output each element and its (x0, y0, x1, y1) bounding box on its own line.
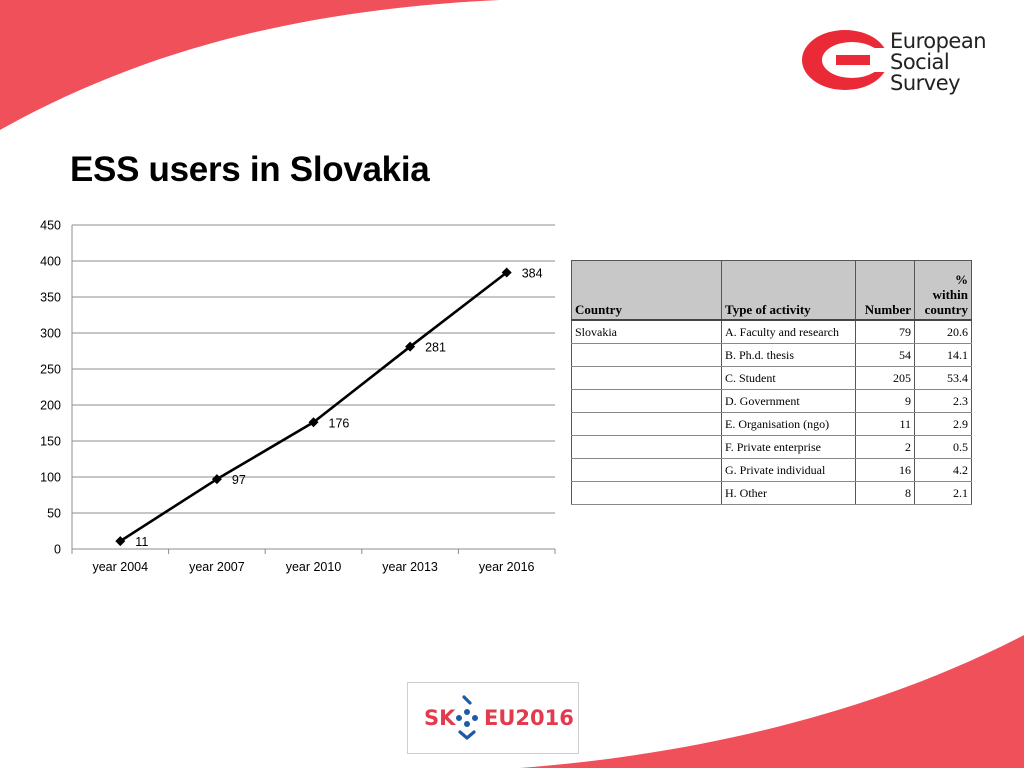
data-point-marker (211, 474, 222, 485)
table-row: Slovakia A. Faculty and research 79 20.6 (571, 319, 972, 344)
cell-number: 205 (855, 366, 915, 390)
table-row: B. Ph.d. thesis 54 14.1 (571, 343, 972, 367)
cell-country (571, 389, 722, 413)
cell-country: Slovakia (571, 319, 722, 344)
cell-number: 16 (855, 458, 915, 482)
data-label: 281 (425, 341, 446, 355)
data-point-marker (115, 536, 126, 547)
sk-eu2016-logo-icon (456, 695, 478, 740)
data-point-marker (501, 267, 512, 278)
cell-number: 54 (855, 343, 915, 367)
data-point-marker (405, 341, 416, 352)
y-tick-label: 50 (47, 507, 61, 521)
data-label: 176 (329, 416, 350, 430)
cell-type-of-activity: B. Ph.d. thesis (721, 343, 856, 367)
x-tick-label: year 2010 (286, 560, 342, 574)
y-tick-label: 0 (54, 543, 61, 557)
x-tick-label: year 2016 (479, 560, 535, 574)
y-tick-label: 150 (40, 435, 61, 449)
cell-percent: 0.5 (914, 435, 972, 459)
y-tick-label: 450 (40, 219, 61, 233)
y-tick-label: 250 (40, 363, 61, 377)
top-swoosh-decoration (0, 0, 500, 130)
table-row: C. Student 205 53.4 (571, 366, 972, 390)
data-label: 11 (135, 535, 148, 549)
ess-logo: European Social Survey (800, 26, 990, 96)
y-tick-label: 100 (40, 471, 61, 485)
european-social-survey-logo-icon (802, 30, 890, 90)
cell-country (571, 412, 722, 436)
cell-type-of-activity: G. Private individual (721, 458, 856, 482)
cell-number: 8 (855, 481, 915, 505)
y-tick-label: 350 (40, 291, 61, 305)
data-label: 97 (232, 473, 246, 487)
table-row: F. Private enterprise 2 0.5 (571, 435, 972, 459)
cell-country (571, 458, 722, 482)
cell-percent: 2.9 (914, 412, 972, 436)
cell-percent: 14.1 (914, 343, 972, 367)
line-chart: 0 50 100 150 200 250 300 350 400 450 year 2004 year… (28, 212, 568, 584)
y-tick-label: 200 (40, 399, 61, 413)
header-number: Number (855, 260, 915, 321)
cell-type-of-activity: H. Other (721, 481, 856, 505)
table-row: E. Organisation (ngo) 11 2.9 (571, 412, 972, 436)
data-point-marker (308, 417, 319, 428)
cell-percent: 53.4 (914, 366, 972, 390)
x-tick-label: year 2004 (92, 560, 148, 574)
table-body: Slovakia A. Faculty and research 79 20.6 B. … (571, 319, 972, 505)
cell-type-of-activity: C. Student (721, 366, 856, 390)
header-percent-within-country: % within country (914, 260, 972, 321)
series-line (119, 271, 508, 543)
cell-type-of-activity: F. Private enterprise (721, 435, 856, 459)
table-row: G. Private individual 16 4.2 (571, 458, 972, 482)
cell-percent: 2.3 (914, 389, 972, 413)
logo-word-1: European (890, 29, 987, 53)
sk-logo-right-text: EU2016 (484, 706, 574, 730)
logo-word-3: Survey (890, 71, 961, 95)
chart-canvas: 0 50 100 150 200 250 300 350 400 450 year 2004 year… (40, 219, 556, 574)
sk-logo-left-text: SK (424, 706, 456, 730)
table-header-row: Country Type of activity Number % within… (571, 260, 972, 321)
header-type-of-activity: Type of activity (721, 260, 856, 321)
cell-type-of-activity: E. Organisation (ngo) (721, 412, 856, 436)
sk-eu2016-logo: SK EU2016 (407, 682, 579, 754)
header-country: Country (571, 260, 722, 321)
cell-country (571, 343, 722, 367)
cell-country (571, 481, 722, 505)
cell-country (571, 366, 722, 390)
bottom-swoosh-decoration (520, 635, 1024, 768)
table-row: H. Other 8 2.1 (571, 481, 972, 505)
activity-table: Country Type of activity Number % within… (571, 260, 972, 505)
x-tick-label: year 2013 (382, 560, 438, 574)
activity-table-container: Country Type of activity Number % within… (571, 260, 972, 505)
y-tick-label: 300 (40, 327, 61, 341)
cell-percent: 2.1 (914, 481, 972, 505)
cell-type-of-activity: D. Government (721, 389, 856, 413)
cell-number: 11 (855, 412, 915, 436)
cell-number: 2 (855, 435, 915, 459)
data-label: 384 (522, 267, 543, 281)
page-title: ESS users in Slovakia (70, 150, 430, 189)
cell-percent: 4.2 (914, 458, 972, 482)
cell-type-of-activity: A. Faculty and research (721, 319, 856, 344)
cell-percent: 20.6 (914, 319, 972, 344)
logo-word-2: Social (890, 50, 950, 74)
cell-country (571, 435, 722, 459)
x-tick-label: year 2007 (189, 560, 245, 574)
table-row: D. Government 9 2.3 (571, 389, 972, 413)
y-tick-label: 400 (40, 255, 61, 269)
cell-number: 9 (855, 389, 915, 413)
cell-number: 79 (855, 319, 915, 344)
